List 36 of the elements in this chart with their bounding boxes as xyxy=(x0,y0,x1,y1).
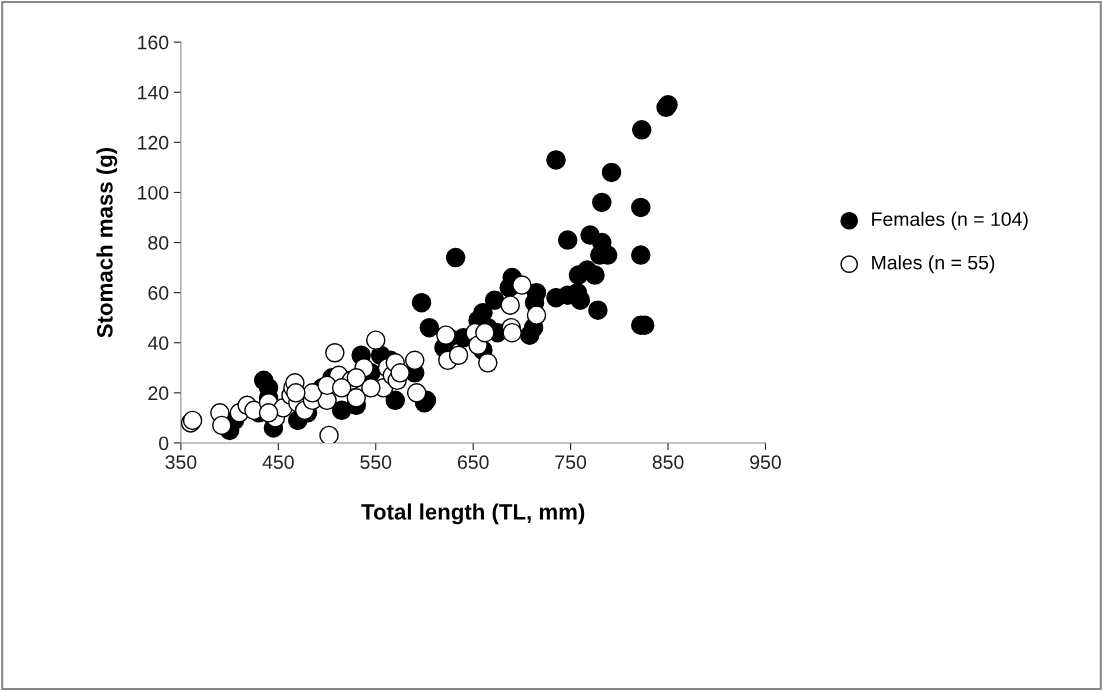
point xyxy=(404,350,425,371)
point xyxy=(502,322,522,343)
y-tick-label: 80 xyxy=(148,236,169,250)
y-tick-label: 160 xyxy=(138,35,169,50)
point xyxy=(512,275,532,295)
point xyxy=(406,383,427,403)
point xyxy=(390,363,410,383)
point xyxy=(258,403,279,423)
x-tick-label: 550 xyxy=(360,455,392,470)
point xyxy=(346,388,367,408)
point xyxy=(478,353,498,373)
x-tick-label: 450 xyxy=(262,455,294,470)
y-tick-label: 140 xyxy=(138,85,169,100)
x-tick-label: 950 xyxy=(750,455,781,470)
y-tick-label: 0 xyxy=(159,436,169,451)
point xyxy=(361,378,381,398)
y-tick-label: 60 xyxy=(148,286,169,300)
x-tick-label: 750 xyxy=(555,455,587,470)
point xyxy=(526,305,547,325)
x-tick-label: 650 xyxy=(457,455,489,470)
y-tick-label: 120 xyxy=(138,135,169,150)
point xyxy=(212,415,232,436)
point xyxy=(286,383,306,403)
point xyxy=(448,345,469,366)
x-axis-title: Total length (TL, mm) xyxy=(361,503,585,525)
point xyxy=(331,378,352,398)
legend-label: Males (n = 55) xyxy=(872,255,995,274)
y-tick-label: 40 xyxy=(147,336,169,350)
point xyxy=(346,368,367,388)
y-tick-label: 20 xyxy=(148,386,169,401)
y-axis-title: Stomach mass (g) xyxy=(96,147,118,338)
x-tick-label: 850 xyxy=(652,455,684,470)
point xyxy=(475,322,495,343)
legend-label: Females (n = 104) xyxy=(872,211,1028,230)
y-tick-label: 100 xyxy=(138,185,169,200)
x-tick-label: 350 xyxy=(165,455,197,470)
